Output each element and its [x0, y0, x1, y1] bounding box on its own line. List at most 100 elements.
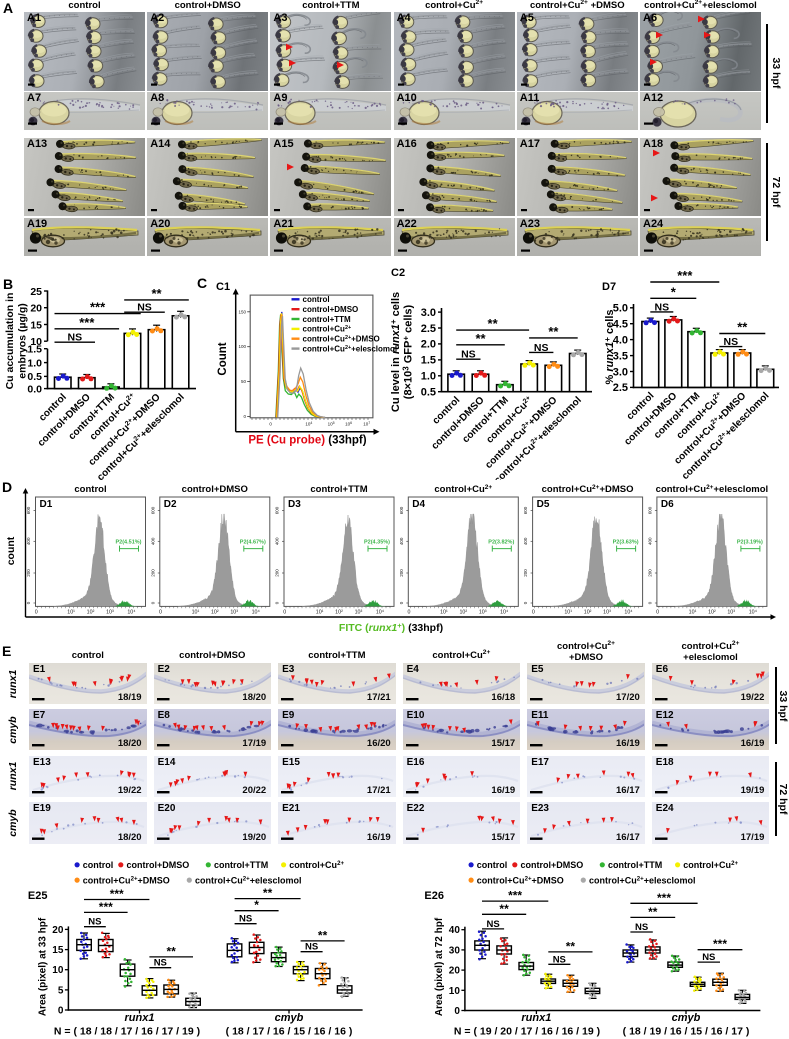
svg-text:NS: NS: [635, 922, 648, 933]
svg-text:200: 200: [275, 569, 280, 577]
svg-text:D7: D7: [602, 281, 616, 293]
svg-text:2.5: 2.5: [421, 323, 436, 335]
svg-text:*: *: [671, 284, 677, 299]
svg-text:control+Cu2+​+DMSO: control+Cu2+​+DMSO: [477, 875, 564, 885]
svg-text:Count: Count: [217, 342, 229, 375]
svg-text:P2(3.19%): P2(3.19%): [737, 540, 763, 546]
svg-text:**: **: [499, 902, 509, 916]
svg-text:***: ***: [508, 889, 522, 903]
svg-text:control+TTM: control+TTM: [310, 484, 367, 495]
svg-text:control+DMSO: control+DMSO: [303, 305, 359, 314]
svg-text:2.5: 2.5: [613, 382, 628, 394]
svg-text:0: 0: [159, 610, 162, 616]
svg-text:10²: 10²: [584, 610, 592, 616]
svg-text:E26: E26: [424, 890, 444, 902]
svg-text:D2: D2: [164, 499, 177, 510]
svg-text:**: **: [566, 939, 576, 953]
svg-text:105: 105: [328, 421, 335, 427]
svg-text:(8×103​ GFP+​ cells): (8×103​ GFP+​ cells): [402, 304, 415, 399]
svg-text:0.5: 0.5: [27, 371, 42, 383]
svg-text:10³: 10³: [603, 610, 611, 616]
svg-text:0: 0: [26, 601, 31, 604]
svg-text:***: ***: [110, 887, 124, 901]
svg-text:**: **: [167, 944, 177, 958]
svg-text:D1: D1: [40, 499, 53, 510]
svg-text:20: 20: [30, 303, 42, 315]
svg-text:control+Cu2+​: control+Cu2+​: [289, 860, 344, 870]
svg-text:107: 107: [363, 421, 370, 427]
svg-text:400: 400: [523, 537, 528, 545]
svg-text:400: 400: [399, 537, 404, 545]
svg-text:C1: C1: [216, 281, 230, 293]
svg-text:20: 20: [449, 966, 461, 977]
svg-text:P2(4.67%): P2(4.67%): [240, 540, 266, 546]
svg-text:***: ***: [657, 891, 671, 905]
svg-text:NS: NS: [88, 917, 101, 928]
svg-text:control: control: [74, 484, 106, 495]
svg-text:1.0: 1.0: [421, 371, 436, 383]
svg-text:10²: 10²: [211, 610, 219, 616]
svg-text:control+TTM: control+TTM: [608, 860, 662, 870]
svg-text:**: **: [737, 320, 748, 335]
svg-text:600: 600: [275, 506, 280, 514]
svg-text:10¹: 10¹: [192, 610, 200, 616]
svg-text:150: 150: [238, 309, 246, 314]
svg-text:control: control: [303, 295, 330, 304]
svg-text:10²: 10²: [459, 610, 467, 616]
svg-text:1.5: 1.5: [27, 344, 42, 356]
svg-text:100: 100: [238, 344, 246, 349]
svg-text:106: 106: [345, 421, 352, 427]
svg-text:10¹: 10¹: [440, 610, 448, 616]
svg-text:control+Cu2+​: control+Cu2+​: [683, 860, 738, 870]
svg-text:**: **: [548, 324, 559, 339]
svg-text:0.0: 0.0: [27, 383, 42, 395]
svg-text:NS: NS: [154, 958, 167, 969]
svg-text:D3: D3: [288, 499, 301, 510]
svg-text:10³: 10³: [230, 610, 238, 616]
svg-text:***: ***: [713, 937, 727, 951]
svg-text:10⁴: 10⁴: [749, 610, 758, 616]
svg-text:C: C: [197, 275, 207, 291]
svg-text:0: 0: [283, 610, 286, 616]
svg-text:NS: NS: [305, 942, 318, 953]
svg-text:600: 600: [523, 506, 528, 514]
svg-text:control: control: [83, 860, 114, 870]
svg-text:15: 15: [30, 319, 42, 331]
svg-text:3.5: 3.5: [613, 350, 628, 362]
svg-text:400: 400: [275, 537, 280, 545]
svg-text:0: 0: [269, 422, 272, 427]
svg-text:**: **: [151, 286, 162, 301]
svg-text:FITC (runx1+) (33hpf): FITC (runx1+) (33hpf): [339, 621, 443, 634]
svg-text:600: 600: [150, 506, 155, 514]
svg-text:5.0: 5.0: [613, 303, 628, 315]
svg-text:0: 0: [454, 1006, 460, 1017]
svg-text:NS: NS: [486, 919, 499, 930]
svg-text:0: 0: [35, 610, 38, 616]
svg-text:NS: NS: [239, 914, 252, 925]
svg-text:3.0: 3.0: [421, 307, 436, 319]
svg-text:10²: 10²: [708, 610, 716, 616]
svg-text:10⁴: 10⁴: [376, 610, 385, 616]
svg-text:10: 10: [52, 965, 64, 976]
svg-text:**: **: [488, 316, 499, 331]
svg-text:10⁴: 10⁴: [252, 610, 261, 616]
svg-text:0: 0: [656, 610, 659, 616]
svg-text:600: 600: [26, 506, 31, 514]
svg-text:NS: NS: [461, 349, 476, 361]
svg-text:10: 10: [30, 336, 42, 348]
svg-text:D6: D6: [661, 499, 674, 510]
svg-text:4.5: 4.5: [613, 319, 628, 331]
svg-text:control+Cu2+​+elesclomol: control+Cu2+​+elesclomol: [303, 344, 398, 353]
svg-text:400: 400: [26, 537, 31, 545]
svg-text:200: 200: [26, 569, 31, 577]
svg-text:10³: 10³: [727, 610, 735, 616]
svg-text:Cu level in runx1+​ cells: Cu level in runx1+​ cells: [389, 292, 402, 412]
svg-text:Area (pixel) at 33 hpf: Area (pixel) at 33 hpf: [37, 917, 48, 1016]
svg-text:PE (Cu probe) (33hpf): PE (Cu probe) (33hpf): [248, 435, 366, 447]
svg-text:0: 0: [532, 610, 535, 616]
svg-text:control+TTM: control+TTM: [214, 860, 268, 870]
svg-text:10²: 10²: [335, 610, 343, 616]
svg-text:10³: 10³: [355, 610, 363, 616]
svg-text:control+Cu2+​+elesclomol: control+Cu2+​+elesclomol: [195, 875, 302, 885]
svg-text:1.0: 1.0: [27, 357, 42, 369]
